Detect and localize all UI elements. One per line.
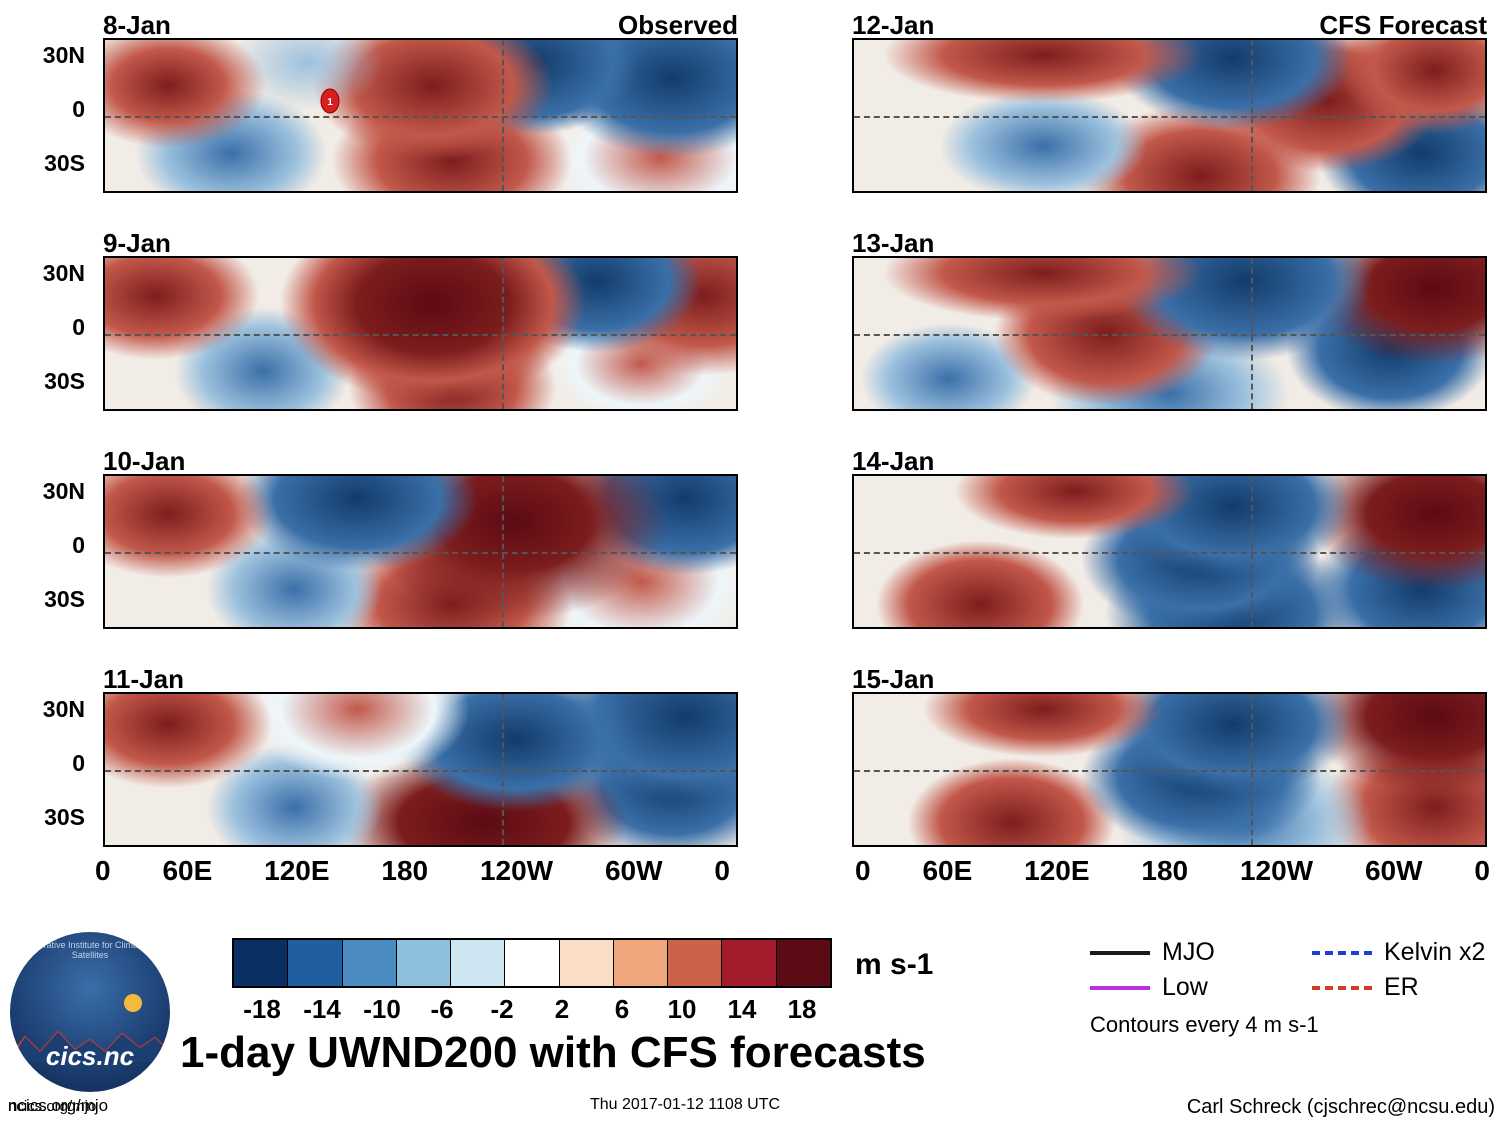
swatch-2-6 [451, 940, 505, 986]
legend-row-low: Low ER [1090, 973, 1510, 1002]
ytick-30s-0: 30S [0, 150, 85, 177]
dateline-7 [1251, 694, 1253, 845]
panel-6: 11-Jan [8, 662, 753, 867]
swatch-10-14 [343, 940, 397, 986]
panel-3: 13-Jan [757, 226, 1502, 431]
panel-date-label-2: 9-Jan [103, 228, 171, 259]
footer-center-text: Thu 2017-01-12 1108 UTC [590, 1096, 780, 1114]
panel-2: 9-Jan [8, 226, 753, 431]
ytick-30n-1: 30N [0, 260, 85, 287]
ytick-30s-1: 30S [0, 368, 85, 395]
ytick-0-2: 0 [0, 532, 85, 559]
panel-corner-label-1: CFS Forecast [1319, 10, 1487, 41]
ytick-30s-2: 30S [0, 586, 85, 613]
panel-7: 15-Jan [757, 662, 1502, 867]
swatch-2-6b [560, 940, 614, 986]
colorbar-swatches [232, 938, 832, 988]
panel-date-label-5: 14-Jan [852, 446, 934, 477]
ytick-30n-3: 30N [0, 696, 85, 723]
dateline-0 [502, 40, 504, 191]
map-canvas-1[interactable] [852, 38, 1487, 193]
panel-date-label-6: 11-Jan [103, 664, 184, 695]
equator-line-4 [105, 552, 736, 554]
contour-type-legend: MJO Kelvin x2 Low ER [1090, 938, 1510, 1008]
equator-line-7 [854, 770, 1485, 772]
legend-label-low: Low [1162, 973, 1272, 1002]
colorbar-widget: -18 -14 -10 -6 -2 2 6 10 14 18 [232, 938, 832, 1025]
legend-label-kelvin: Kelvin x2 [1384, 938, 1494, 967]
equator-line-2 [105, 334, 736, 336]
map-canvas-0[interactable]: 1 [103, 38, 738, 193]
panel-0: 8-Jan Observed 1 [8, 8, 753, 213]
dateline-4 [502, 476, 504, 627]
colorbar-tick-labels: -18 -14 -10 -6 -2 2 6 10 14 18 [232, 994, 832, 1025]
legend-label-mjo: MJO [1162, 938, 1272, 967]
footer-right-text: Carl Schreck (cjschrec@ncsu.edu) [1187, 1096, 1495, 1119]
swatch-6-10b [614, 940, 668, 986]
dateline-5 [1251, 476, 1253, 627]
main-title-text: 1-day UWND200 with CFS forecasts [180, 1028, 926, 1078]
xaxis-ticks-left: 0 60E 120E 180 120W 60W 0 [95, 855, 730, 887]
dateline-1 [1251, 40, 1253, 191]
ytick-30s-3: 30S [0, 804, 85, 831]
panel-corner-label-0: Observed [618, 10, 738, 41]
panel-date-label-3: 13-Jan [852, 228, 934, 259]
equator-line-3 [854, 334, 1485, 336]
ytick-30n-2: 30N [0, 478, 85, 505]
dateline-6 [502, 694, 504, 845]
xaxis-ticks-right: 0 60E 120E 180 120W 60W 0 [855, 855, 1490, 887]
equator-line-0 [105, 116, 736, 118]
svg-text:1: 1 [327, 97, 333, 108]
map-grid: 8-Jan Observed 1 12-Jan CFS Forecast 9-J… [8, 8, 1502, 913]
cics-logo[interactable]: Cooperative Institute for Climate and Sa… [10, 932, 170, 1092]
dateline-3 [1251, 258, 1253, 409]
swatch-14-18 [288, 940, 342, 986]
panel-1: 12-Jan CFS Forecast [757, 8, 1502, 213]
swatch-10-14b [668, 940, 722, 986]
storm-marker-icon-0[interactable]: 1 [320, 88, 340, 114]
dateline-2 [502, 258, 504, 409]
equator-line-5 [854, 552, 1485, 554]
map-canvas-6[interactable] [103, 692, 738, 847]
map-canvas-3[interactable] [852, 256, 1487, 411]
logo-sun-icon [124, 994, 142, 1012]
ytick-30n-0: 30N [0, 42, 85, 69]
map-canvas-4[interactable] [103, 474, 738, 629]
swatch-lt-18 [234, 940, 288, 986]
panel-date-label-1: 12-Jan [852, 10, 934, 41]
legend-row-mjo: MJO Kelvin x2 [1090, 938, 1510, 967]
map-canvas-2[interactable] [103, 256, 738, 411]
swatch-6-10 [397, 940, 451, 986]
footer-left-text: ncics.org/mjo [8, 1096, 108, 1116]
panel-date-label-0: 8-Jan [103, 10, 171, 41]
map-canvas-5[interactable] [852, 474, 1487, 629]
swatch-neg2-2 [505, 940, 559, 986]
logo-center-text: cics.nc [10, 1041, 170, 1072]
swatch-gt-18 [777, 940, 830, 986]
panel-date-label-4: 10-Jan [103, 446, 185, 477]
ytick-0-0: 0 [0, 96, 85, 123]
panel-date-label-7: 15-Jan [852, 664, 934, 695]
contours-every-note: Contours every 4 m s-1 [1090, 1012, 1319, 1038]
footer-row: ncics.org/mjo Thu 2017-01-12 1108 UTC Ca… [0, 1096, 1510, 1121]
ytick-0-1: 0 [0, 314, 85, 341]
panel-4: 10-Jan [8, 444, 753, 649]
colorbar-unit-label: m s-1 [855, 948, 933, 982]
swatch-14-18b [722, 940, 776, 986]
equator-line-1 [854, 116, 1485, 118]
panel-5: 14-Jan [757, 444, 1502, 649]
legend-label-er: ER [1384, 973, 1494, 1002]
equator-line-6 [105, 770, 736, 772]
ytick-0-3: 0 [0, 750, 85, 777]
map-canvas-7[interactable] [852, 692, 1487, 847]
